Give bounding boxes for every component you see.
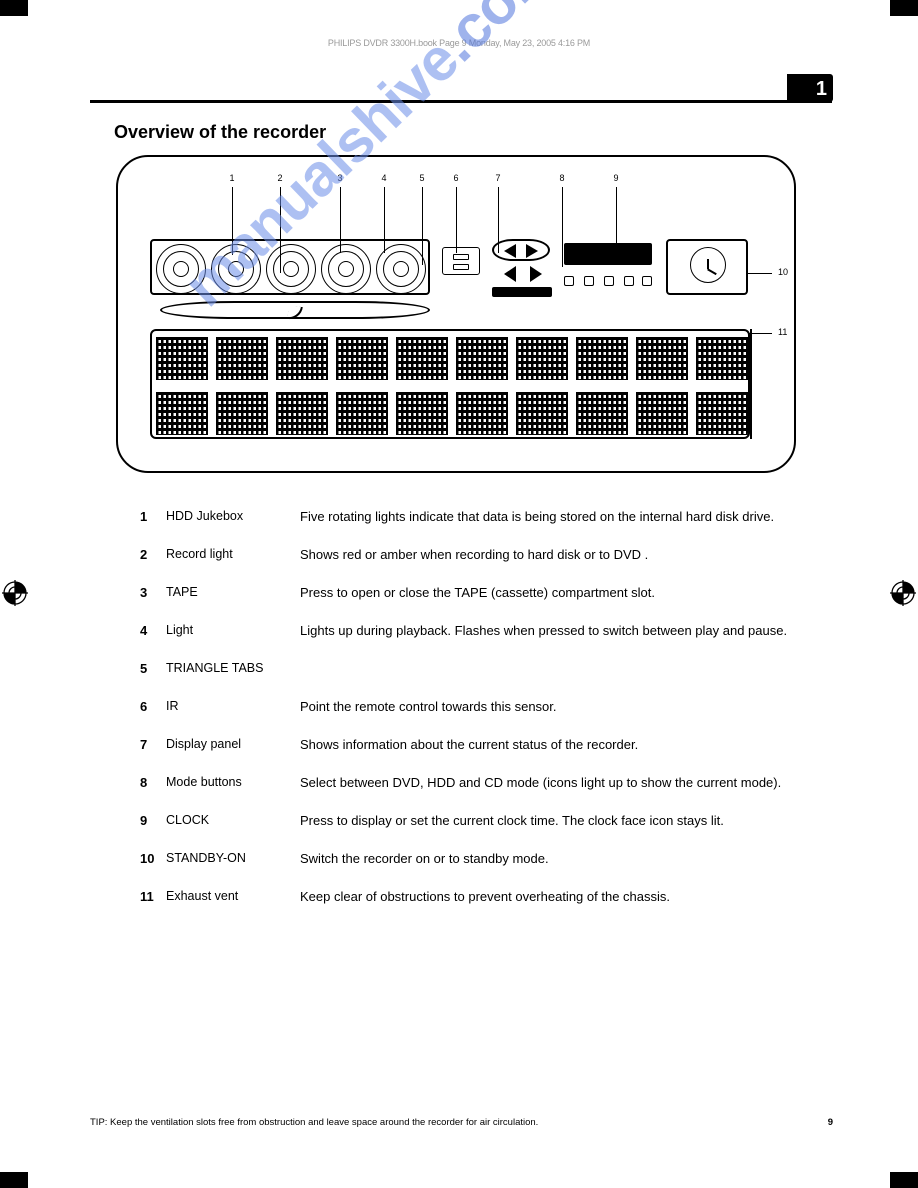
- legend-desc: Press to display or set the current cloc…: [300, 812, 840, 830]
- legend-label: TAPE: [166, 584, 274, 601]
- legend-desc: Point the remote control towards this se…: [300, 698, 840, 716]
- legend-label: Record light: [166, 546, 274, 563]
- legend-desc: Switch the recorder on or to standby mod…: [300, 850, 840, 868]
- legend-desc: Press to open or close the TAPE (cassett…: [300, 584, 840, 602]
- chapter-number: 1: [816, 78, 827, 101]
- chapter-tab: 1: [787, 74, 833, 102]
- legend-item: 9 CLOCK Press to display or set the curre…: [140, 812, 840, 834]
- legend-number: 8: [140, 774, 160, 792]
- callout-number: 10: [778, 267, 788, 278]
- legend-label: Light: [166, 622, 274, 639]
- callout-number: 8: [559, 173, 564, 184]
- legend-number: 3: [140, 584, 160, 602]
- light-icon: [492, 239, 550, 261]
- footer-tip: TIP: Keep the ventilation slots free fro…: [90, 1117, 538, 1128]
- crop-mark: [890, 0, 918, 16]
- ir-sensor-icon: [492, 287, 552, 297]
- record-light-icon: [160, 301, 430, 319]
- legend-label: HDD Jukebox: [166, 508, 274, 525]
- crop-mark: [890, 1172, 918, 1188]
- legend-number: 4: [140, 622, 160, 640]
- legend-desc: Select between DVD, HDD and CD mode (ico…: [300, 774, 840, 792]
- header-rule: [90, 100, 832, 103]
- legend-number: 1: [140, 508, 160, 526]
- triangle-tabs-icon: [500, 265, 546, 283]
- callout-number: 1: [229, 173, 234, 184]
- callout-number: 6: [453, 173, 458, 184]
- chassis-edge: [750, 329, 776, 439]
- registration-mark: [2, 580, 28, 606]
- legend-label: Exhaust vent: [166, 888, 274, 905]
- exhaust-vent-icon: [150, 329, 750, 439]
- legend-item: 7 Display panel Shows information about t…: [140, 736, 840, 758]
- legend-label: Mode buttons: [166, 774, 274, 791]
- callout-number: 9: [613, 173, 618, 184]
- crop-mark: [0, 1172, 28, 1188]
- legend-desc: Shows red or amber when recording to har…: [300, 546, 840, 564]
- legend-item: 8 Mode buttons Select between DVD, HDD and…: [140, 774, 840, 796]
- legend-item: 10 STANDBY-ON Switch the recorder on or to…: [140, 850, 840, 872]
- legend-number: 9: [140, 812, 160, 830]
- section-title: Overview of the recorder: [114, 122, 326, 143]
- legend-item: 4 Light Lights up during playback. Flashes…: [140, 622, 840, 644]
- bookfile-note: PHILIPS DVDR 3300H.book Page 9 Monday, M…: [0, 38, 918, 48]
- legend-number: 6: [140, 698, 160, 716]
- legend-desc: Shows information about the current stat…: [300, 736, 840, 754]
- legend-number: 10: [140, 850, 160, 868]
- legend-item: 5 TRIANGLE TABS: [140, 660, 840, 682]
- callout-number: 4: [381, 173, 386, 184]
- legend-number: 5: [140, 660, 160, 678]
- front-panel-illustration: 1 2 3 4 5 6 7 8 9 10 11: [116, 155, 796, 473]
- legend-number: 7: [140, 736, 160, 754]
- bookfile-text: PHILIPS DVDR 3300H.book Page 9 Monday, M…: [328, 38, 590, 48]
- callout-number: 2: [277, 173, 282, 184]
- legend-item: 2 Record light Shows red or amber when rec…: [140, 546, 840, 568]
- legend-number: 2: [140, 546, 160, 564]
- legend-label: CLOCK: [166, 812, 274, 829]
- legend-label: IR: [166, 698, 274, 715]
- callout-number: 3: [337, 173, 342, 184]
- clock-icon: [666, 239, 748, 295]
- callout-number: 11: [778, 327, 787, 338]
- legend-label: TRIANGLE TABS: [166, 660, 274, 677]
- mode-buttons-icon: [564, 275, 652, 289]
- display-panel-icon: [564, 243, 652, 265]
- legend-desc: Lights up during playback. Flashes when …: [300, 622, 840, 640]
- legend-list: 1 HDD Jukebox Five rotating lights indicat…: [140, 508, 840, 926]
- legend-desc: Keep clear of obstructions to prevent ov…: [300, 888, 840, 906]
- registration-mark: [890, 580, 916, 606]
- hdd-jukebox-icon: [150, 239, 430, 295]
- tape-switch-icon: [442, 247, 480, 275]
- callout-number: 5: [419, 173, 424, 184]
- legend-item: 3 TAPE Press to open or close the TAPE (c…: [140, 584, 840, 606]
- legend-label: Display panel: [166, 736, 274, 753]
- legend-item: 1 HDD Jukebox Five rotating lights indicat…: [140, 508, 840, 530]
- callout-number: 7: [495, 173, 500, 184]
- legend-desc: Five rotating lights indicate that data …: [300, 508, 840, 526]
- legend-item: 11 Exhaust vent Keep clear of obstructions…: [140, 888, 840, 910]
- crop-mark: [0, 0, 28, 16]
- page-number: 9: [828, 1117, 833, 1128]
- legend-label: STANDBY-ON: [166, 850, 274, 867]
- legend-number: 11: [140, 888, 160, 906]
- front-panel-graphic: [140, 239, 776, 295]
- legend-item: 6 IR Point the remote control towards thi…: [140, 698, 840, 720]
